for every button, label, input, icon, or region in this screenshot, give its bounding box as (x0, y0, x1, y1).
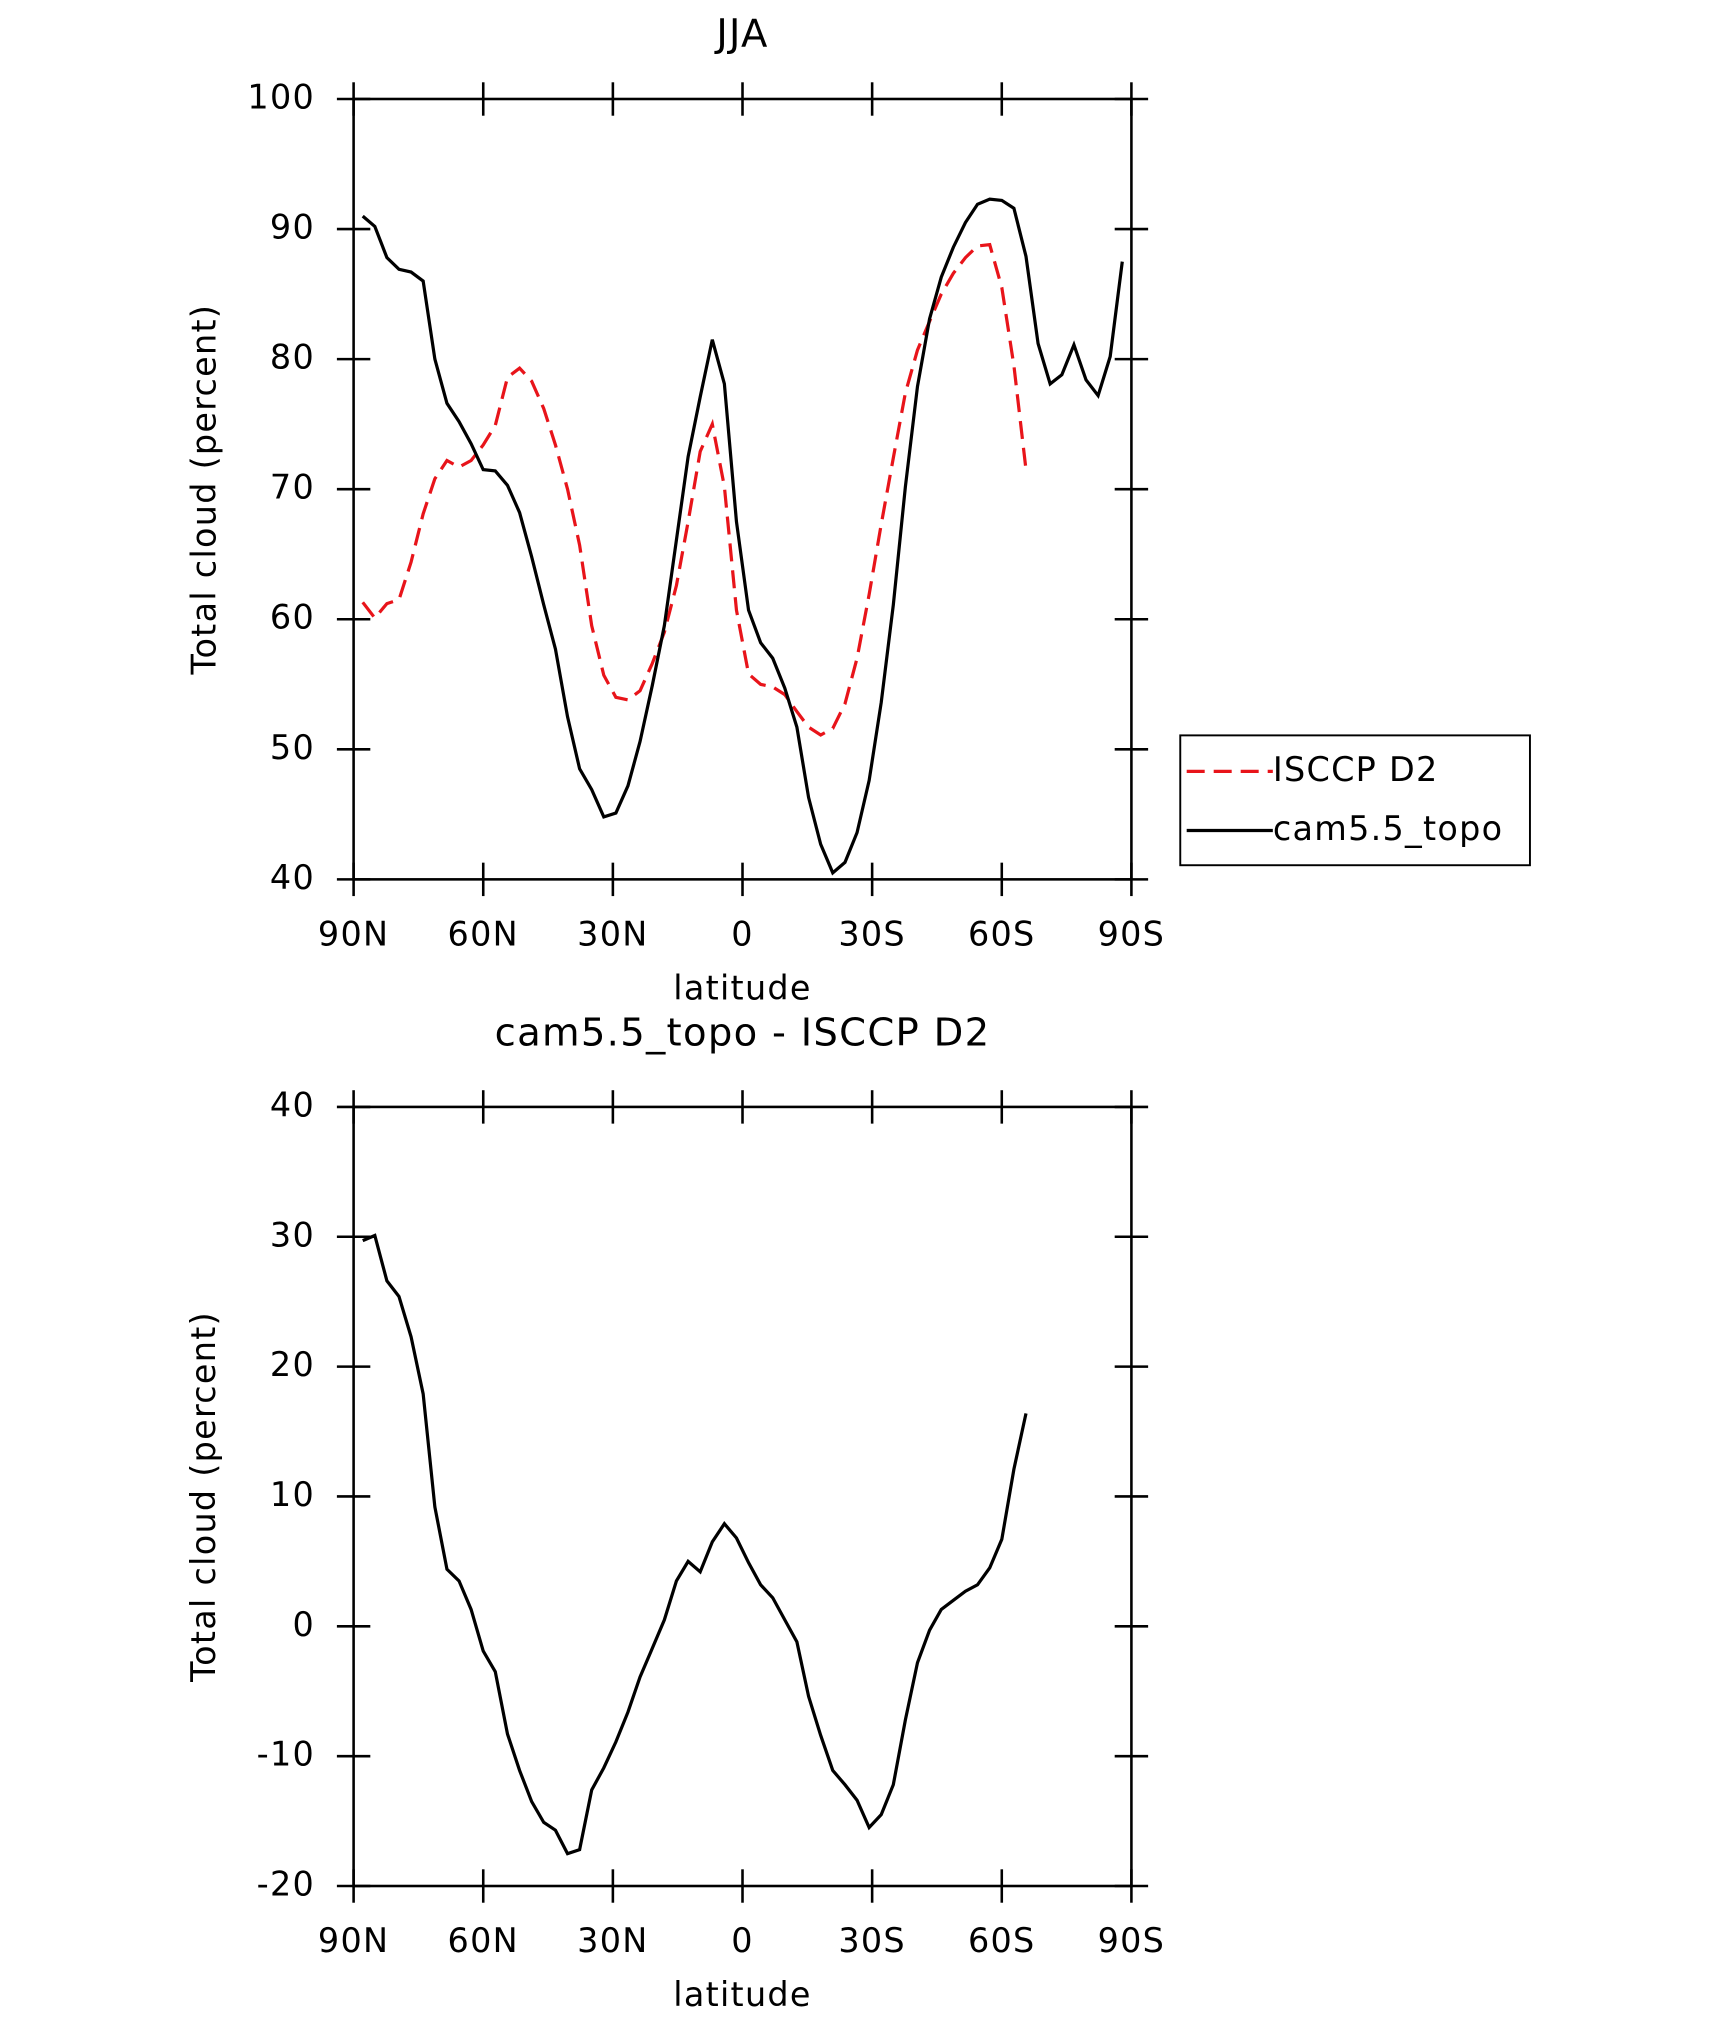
x-tick-label: 60N (448, 1921, 519, 1960)
x-tick-label: 60S (968, 914, 1036, 953)
data-line (361, 197, 1124, 876)
x-tick-label: 30N (577, 914, 648, 953)
x-tick-label: 0 (731, 1921, 754, 1960)
x-tick-label: 60N (448, 914, 519, 953)
y-tick-label: 40 (270, 1085, 315, 1124)
y-tick-label: 90 (270, 208, 315, 247)
y-tick-label: 30 (270, 1215, 315, 1254)
x-tick-label: 90N (318, 914, 389, 953)
x-tick-label: 30S (838, 914, 906, 953)
y-tick-label: 40 (270, 858, 315, 897)
x-tick-label: 90S (1098, 1921, 1166, 1960)
x-tick-label: 60S (968, 1921, 1036, 1960)
data-line (362, 1233, 1028, 1856)
y-tick-label: -20 (257, 1865, 315, 1904)
x-axis-label: latitude (673, 968, 811, 1007)
y-tick-label: -10 (257, 1735, 315, 1774)
chart-title: JJA (714, 11, 768, 56)
y-tick-label: 70 (270, 468, 315, 507)
x-tick-label: 0 (731, 914, 754, 953)
y-tick-label: 100 (247, 77, 315, 116)
legend-label: ISCCP D2 (1273, 750, 1439, 789)
legend-box (1179, 734, 1531, 867)
y-axis-label: Total cloud (percent) (184, 1311, 223, 1683)
y-tick-label: 20 (270, 1345, 315, 1384)
chart-title: cam5.5_topo - ISCCP D2 (495, 1010, 991, 1055)
y-axis-label: Total cloud (percent) (184, 304, 223, 676)
x-tick-label: 90N (318, 1921, 389, 1960)
legend-label: cam5.5_topo (1273, 809, 1504, 848)
y-tick-label: 50 (270, 728, 315, 767)
x-tick-label: 30N (577, 1921, 648, 1960)
x-axis-label: latitude (673, 1975, 811, 2014)
y-tick-label: 0 (292, 1605, 315, 1644)
y-tick-label: 10 (270, 1475, 315, 1514)
y-tick-label: 80 (270, 338, 315, 377)
x-tick-label: 30S (838, 1921, 906, 1960)
y-tick-label: 60 (270, 598, 315, 637)
x-tick-label: 90S (1098, 914, 1166, 953)
plot-frame (352, 1105, 1133, 1888)
data-line (361, 242, 1028, 737)
